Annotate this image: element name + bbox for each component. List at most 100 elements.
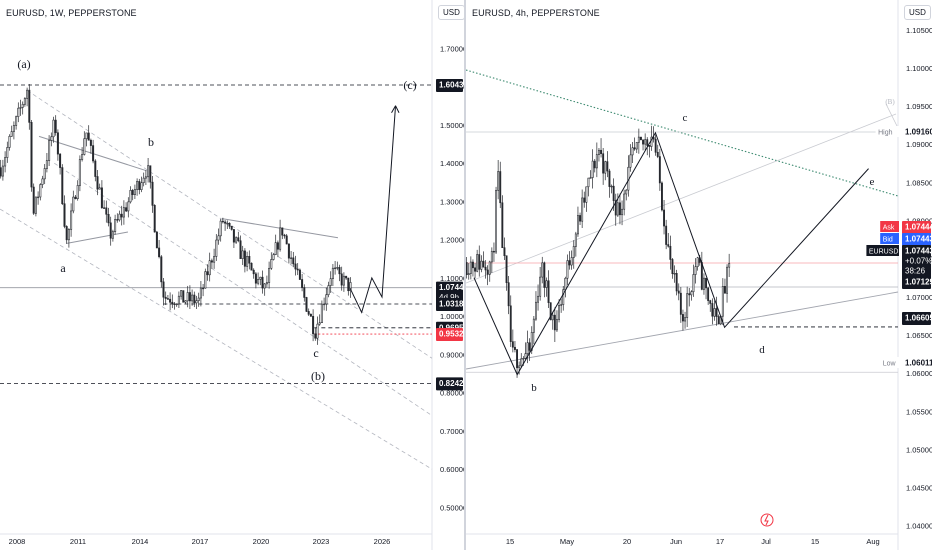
four-hour-price-tag-prefix: EURUSD — [869, 249, 899, 256]
weekly-y-tick-label: 1.10000 — [440, 274, 464, 283]
weekly-candle-body — [197, 297, 200, 301]
four-hour-candle-body — [648, 145, 651, 147]
four-hour-wave-label: e — [870, 176, 875, 188]
weekly-currency-button[interactable]: USD — [438, 5, 464, 20]
weekly-candle-body — [323, 303, 326, 306]
weekly-candle-body — [347, 277, 350, 292]
four-hour-chart-canvas[interactable]: 1.105001.100001.095001.090001.085001.080… — [466, 0, 932, 550]
four-hour-candle-body — [667, 244, 670, 247]
lightning-icon[interactable] — [760, 513, 774, 527]
four-hour-chart-panel[interactable]: 1.105001.100001.095001.090001.085001.080… — [466, 0, 932, 550]
four-hour-price-tag-prefix: Bid — [883, 237, 893, 244]
four-hour-candle-body — [537, 295, 540, 303]
four-hour-candle-body — [635, 142, 638, 150]
four-hour-x-tick-label: Aug — [866, 537, 879, 546]
four-hour-candle-body — [591, 160, 594, 178]
four-hour-candle-body — [532, 318, 535, 333]
four-hour-x-tick-label: 15 — [506, 537, 514, 546]
weekly-candle-body — [327, 285, 330, 296]
weekly-candle-body — [158, 247, 161, 258]
weekly-candle-body — [169, 298, 172, 303]
four-hour-price-tag-text: 1.07444 — [905, 223, 932, 232]
weekly-channel-mid-line — [54, 162, 433, 416]
weekly-candle-body — [175, 303, 178, 306]
weekly-candle-body — [287, 243, 290, 259]
four-hour-candle-body — [511, 341, 514, 348]
panel-divider[interactable] — [464, 0, 466, 550]
weekly-candle-body — [0, 167, 2, 177]
weekly-candle-body — [4, 157, 7, 167]
weekly-chart-symbol-header[interactable]: EURUSD, 1W, PEPPERSTONE — [6, 8, 137, 18]
weekly-candle-body — [92, 145, 95, 162]
four-hour-candle-body — [696, 257, 699, 267]
weekly-candle-body — [206, 271, 209, 276]
weekly-candle-body — [142, 177, 145, 184]
weekly-candle-body — [63, 203, 66, 227]
weekly-chart-panel[interactable]: 1.700001.600001.500001.400001.300001.200… — [0, 0, 464, 550]
four-hour-candle-body — [629, 154, 632, 168]
weekly-candle-body — [164, 296, 167, 299]
weekly-channel-lower-line — [0, 208, 433, 470]
weekly-triangle-lower-line — [66, 231, 129, 244]
four-hour-candle-body — [539, 276, 542, 297]
weekly-candle-body — [268, 267, 271, 283]
weekly-candle-body — [120, 213, 123, 218]
weekly-candle-body — [21, 103, 24, 108]
four-hour-candle-body — [501, 202, 504, 249]
weekly-candle-body — [338, 267, 341, 275]
weekly-candle-body — [32, 186, 35, 214]
weekly-candle-body — [272, 254, 275, 260]
four-hour-wave-label: d — [759, 344, 765, 356]
four-hour-candle-body — [486, 269, 489, 275]
weekly-candle-body — [254, 273, 257, 284]
four-hour-candle-body — [686, 293, 689, 318]
weekly-candle-body — [96, 176, 99, 190]
four-hour-candle-body — [469, 261, 472, 274]
weekly-candle-body — [349, 282, 352, 292]
four-hour-chart-symbol-header[interactable]: EURUSD, 4h, PEPPERSTONE — [472, 8, 600, 18]
four-hour-price-tag-prefix: High — [878, 130, 893, 137]
weekly-candle-body — [239, 240, 242, 259]
weekly-price-tag-text: 0.82425 — [439, 379, 464, 388]
four-hour-candle-body — [556, 319, 558, 331]
weekly-candle-body — [285, 235, 288, 245]
weekly-candle-body — [252, 269, 255, 275]
four-hour-candle-body — [669, 245, 672, 260]
weekly-candle-body — [309, 313, 312, 317]
four-hour-candle-body — [642, 139, 644, 145]
weekly-candle-body — [184, 300, 187, 303]
four-hour-candle-body — [661, 182, 663, 211]
weekly-price-tag-text: 1.07443 — [439, 283, 464, 292]
weekly-price-tag-box — [436, 377, 463, 391]
weekly-candle-body — [107, 213, 110, 224]
weekly-candle-body — [8, 136, 11, 148]
weekly-candle-body — [208, 260, 211, 276]
weekly-price-tag-box — [436, 79, 463, 92]
weekly-chart-canvas[interactable]: 1.700001.600001.500001.400001.300001.200… — [0, 0, 464, 550]
four-hour-candle-body — [558, 305, 561, 320]
four-hour-x-tick-label: Jul — [761, 537, 771, 546]
four-hour-price-tag-text: +0.07% — [905, 257, 932, 266]
weekly-candle-body — [131, 190, 134, 195]
four-hour-candle-body — [621, 208, 623, 216]
lightning-icon-bolt — [764, 514, 769, 526]
four-hour-currency-button[interactable]: USD — [904, 5, 931, 20]
four-hour-x-tick-label: Jun — [670, 537, 682, 546]
four-hour-y-tick-label: 1.10500 — [906, 26, 932, 35]
weekly-candle-body — [140, 182, 143, 191]
weekly-x-tick-label: 2014 — [132, 537, 149, 546]
weekly-candle-body — [248, 256, 251, 264]
weekly-candle-body — [129, 190, 132, 203]
four-hour-candle-body — [518, 365, 521, 369]
four-hour-candle-body — [612, 185, 615, 201]
four-hour-candle-body — [503, 247, 506, 257]
four-hour-candle-body — [646, 139, 649, 146]
weekly-candle-body — [133, 189, 136, 195]
four-hour-candle-body — [688, 293, 691, 296]
weekly-candle-body — [301, 279, 304, 288]
four-hour-candle-body — [595, 154, 598, 169]
weekly-candle-body — [52, 119, 55, 138]
four-hour-candle-body — [564, 277, 567, 290]
weekly-candle-body — [191, 294, 194, 302]
